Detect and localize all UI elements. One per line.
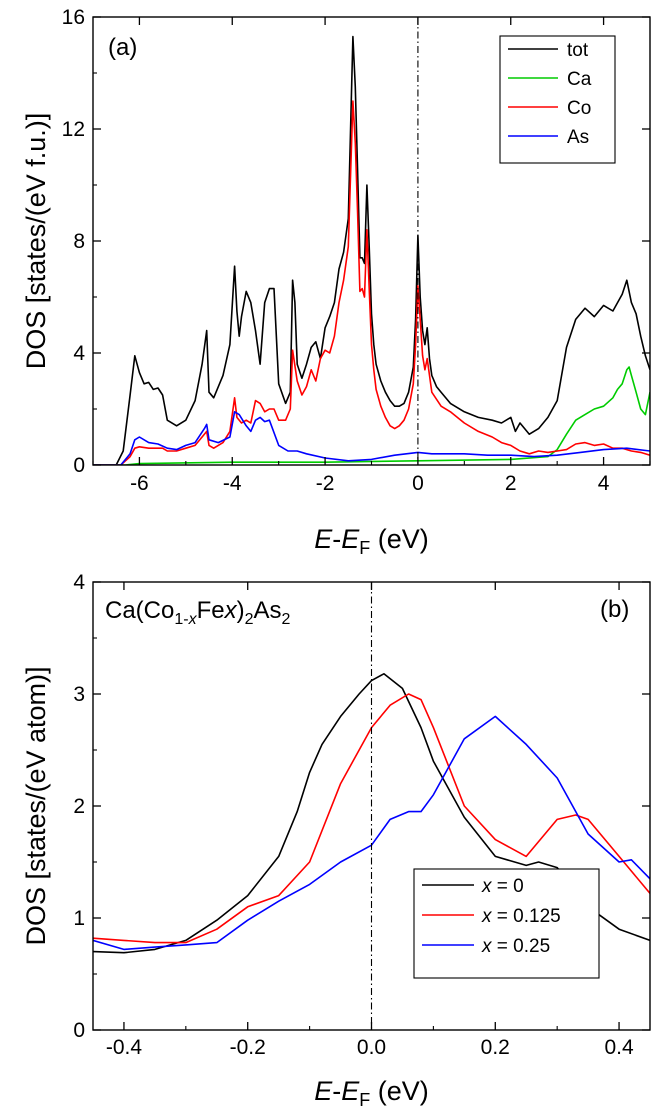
y-tick-label: 0 bbox=[73, 454, 85, 477]
x-tick-label: -0.4 bbox=[106, 1036, 143, 1059]
legend-label: Ca bbox=[567, 69, 592, 90]
legend: tot Ca Co As bbox=[499, 35, 616, 164]
legend: x = 0 x = 0.125 x = 0.25 bbox=[413, 868, 600, 979]
legend-label: x = 0.25 bbox=[481, 936, 550, 957]
y-axis-title: DOS [states/(eV atom)] bbox=[21, 666, 51, 945]
y-tick-label: 1 bbox=[73, 907, 85, 930]
x-tick-label: -0.2 bbox=[230, 1036, 266, 1059]
x-tick-label: 4 bbox=[598, 472, 610, 495]
x-tick-label: 0.0 bbox=[357, 1036, 386, 1059]
y-axis-title: DOS [states/(eV f.u.)] bbox=[21, 113, 51, 370]
x-axis-title: E-EF (eV) bbox=[314, 524, 429, 558]
panel-a-chart: -6 -4 -2 0 2 4 0 4 8 12 16 DOS [states/(eV f.u.)] E-… bbox=[21, 6, 651, 558]
series-line-1 bbox=[93, 672, 650, 954]
y-tick-label: 16 bbox=[62, 6, 85, 29]
legend-label: x = 0 bbox=[481, 876, 524, 897]
x-tick-label: 0 bbox=[412, 472, 424, 495]
compound-annotation: Ca(Co1-xFex)2As2 bbox=[105, 597, 291, 628]
legend-box bbox=[413, 868, 600, 979]
y-tick-label: 0 bbox=[73, 1019, 85, 1042]
y-tick-label: 3 bbox=[73, 683, 85, 706]
x-tick-label: -4 bbox=[223, 472, 242, 495]
legend-box bbox=[499, 35, 616, 164]
panel-b-chart: -0.4 -0.2 0.0 0.2 0.4 0 1 2 3 4 DOS [states/(eV at… bbox=[21, 571, 651, 1110]
panel-label: (a) bbox=[108, 34, 137, 61]
x-axis-title: E-EF (eV) bbox=[314, 1076, 429, 1110]
series-line-co bbox=[93, 100, 650, 465]
y-tick-label: 4 bbox=[73, 342, 85, 365]
series-line-3 bbox=[93, 715, 650, 951]
x-tick-label: 2 bbox=[505, 472, 517, 495]
legend-label: tot bbox=[567, 40, 589, 61]
x-tick-label: 0.2 bbox=[481, 1036, 510, 1059]
x-tick-label: -6 bbox=[130, 472, 149, 495]
y-tick-label: 12 bbox=[62, 118, 85, 141]
series-line-2 bbox=[93, 693, 650, 944]
x-tick-label: -2 bbox=[316, 472, 335, 495]
legend-label: As bbox=[567, 127, 589, 148]
legend-label: x = 0.125 bbox=[481, 906, 561, 927]
x-tick-label: 0.4 bbox=[604, 1036, 634, 1059]
series-line-ca bbox=[93, 366, 650, 465]
y-tick-label: 8 bbox=[73, 230, 85, 253]
series-line-as bbox=[93, 410, 650, 465]
y-tick-label: 4 bbox=[73, 571, 85, 594]
legend-label: Co bbox=[567, 98, 591, 119]
panel-label: (b) bbox=[600, 596, 629, 623]
y-tick-label: 2 bbox=[73, 795, 85, 818]
series-line-tot bbox=[93, 35, 650, 465]
